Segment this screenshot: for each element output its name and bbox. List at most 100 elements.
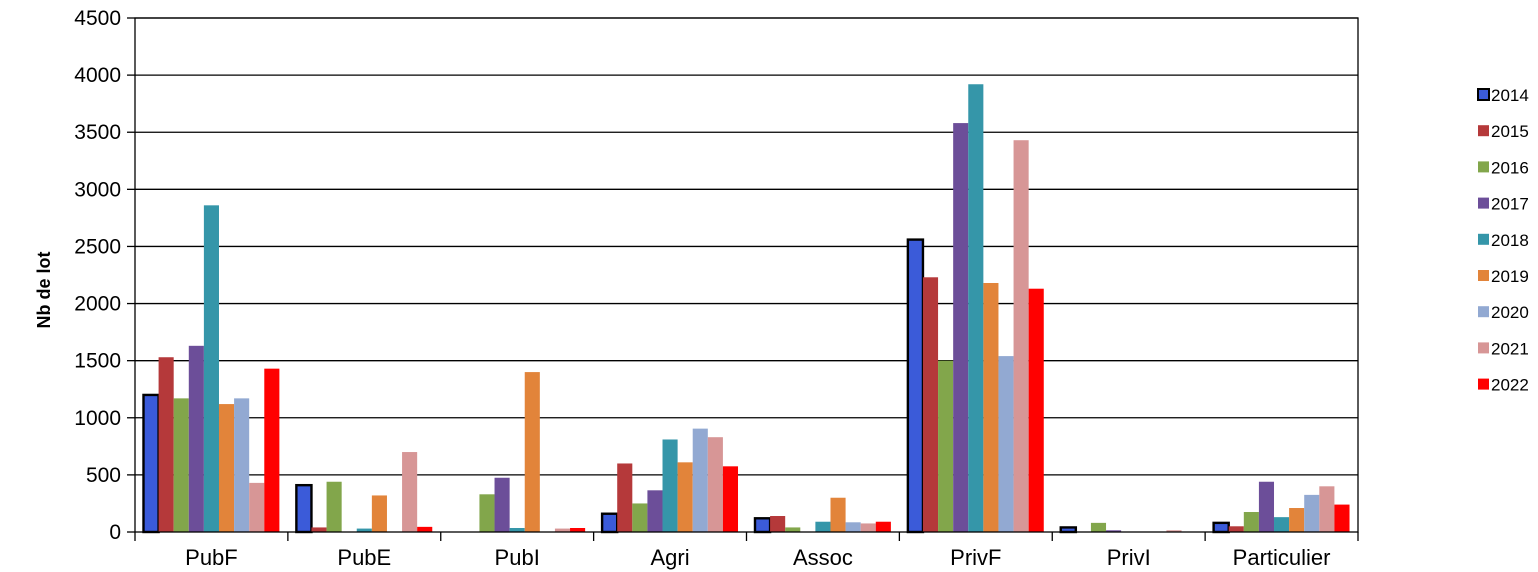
- bar-2021-Assoc: [860, 523, 876, 532]
- y-tick-label: 2500: [74, 235, 121, 258]
- bar-2015-Agri: [617, 463, 633, 532]
- legend-swatch-2021: [1478, 342, 1489, 354]
- bar-2016-PrivI: [1090, 522, 1107, 532]
- bar-2019-Particulier: [1289, 508, 1305, 532]
- x-tick-label: PubF: [185, 545, 238, 570]
- bar-2017-Particulier: [1258, 481, 1275, 532]
- bar-2019-Assoc: [830, 497, 846, 532]
- y-tick-label: 500: [86, 464, 121, 487]
- legend-swatch-2015: [1478, 125, 1489, 137]
- bar-2021-PrivF: [1013, 140, 1029, 532]
- x-tick-label: Assoc: [793, 545, 853, 570]
- bar-2016-Assoc: [785, 527, 801, 532]
- legend-swatch-2020: [1478, 306, 1489, 318]
- legend-label-2020: 2020: [1491, 303, 1529, 322]
- bar-2021-PrivI: [1166, 530, 1182, 532]
- bar-2022-PubE: [417, 526, 433, 532]
- y-tick-label: 3500: [74, 121, 121, 144]
- bar-2016-PubE: [326, 481, 342, 532]
- bar-2019-Agri: [677, 462, 693, 532]
- bar-2020-Assoc: [845, 522, 861, 532]
- y-tick-label: 4500: [74, 7, 121, 30]
- y-tick-label: 1500: [74, 350, 121, 373]
- bar-2019-PubF: [218, 404, 235, 532]
- bar-2014-PubE: [295, 483, 313, 534]
- bar-2021-Agri: [707, 437, 723, 532]
- legend-label-2019: 2019: [1491, 267, 1529, 286]
- plot-area-border: [134, 17, 1359, 533]
- bar-2019-PrivF: [983, 282, 999, 532]
- bar-2021-PubF: [249, 482, 265, 532]
- bar-2022-PubF: [264, 368, 280, 532]
- legend-swatch-2016: [1478, 161, 1489, 173]
- x-tick-label: PrivI: [1107, 545, 1151, 570]
- bar-2018-Assoc: [815, 521, 831, 532]
- bars: [142, 84, 1350, 534]
- legend-swatch-2017: [1478, 197, 1489, 209]
- legend-swatch-2022: [1478, 378, 1489, 390]
- bar-2017-Agri: [647, 490, 663, 532]
- bar-2021-Particulier: [1319, 486, 1335, 532]
- bar-2017-PubF: [188, 345, 204, 532]
- x-tick-labels: PubF PubE PubI Agri Assoc PrivF PrivI Particuli…: [185, 545, 1330, 570]
- legend-swatch-2014: [1477, 88, 1490, 101]
- bar-2016-PubF: [173, 398, 189, 532]
- bar-2014-PrivI: [1059, 526, 1078, 534]
- bar-2014-PubF: [142, 393, 160, 534]
- bar-2021-PubI: [554, 528, 571, 532]
- bar-2020-PubF: [234, 398, 250, 532]
- bar-2021-PubE: [402, 452, 418, 532]
- bar-2016-PrivF: [938, 360, 954, 532]
- legend-swatch-2019: [1478, 270, 1489, 281]
- bar-2022-PrivF: [1028, 288, 1044, 532]
- bar-2018-PubI: [509, 528, 525, 532]
- x-tick-label: Particulier: [1233, 545, 1331, 570]
- bar-2018-Agri: [662, 439, 678, 532]
- bar-2015-Particulier: [1228, 526, 1244, 532]
- y-tick-label: 2000: [74, 293, 121, 316]
- legend-label-2016: 2016: [1491, 158, 1529, 177]
- axes: [134, 17, 1359, 541]
- legend: 2014 2015 2016 2017 2018 2019 2020 2021 2022: [1477, 86, 1529, 395]
- bar-2015-PubE: [311, 527, 327, 532]
- bar-2014-PrivF: [906, 238, 925, 534]
- bar-2018-Particulier: [1274, 517, 1290, 532]
- bar-2018-PubF: [203, 205, 219, 532]
- x-tick-label: PubE: [337, 545, 391, 570]
- legend-label-2014: 2014: [1491, 86, 1529, 105]
- bar-2022-Agri: [722, 466, 739, 532]
- x-tick-label: PrivF: [950, 545, 1001, 570]
- legend-label-2022: 2022: [1491, 376, 1529, 395]
- bar-2022-PubI: [570, 528, 586, 532]
- legend-label-2021: 2021: [1491, 339, 1529, 358]
- legend-label-2015: 2015: [1491, 122, 1529, 141]
- bar-2016-PubI: [479, 494, 495, 532]
- x-tick-label: Agri: [651, 545, 690, 570]
- bar-2015-Assoc: [770, 516, 786, 532]
- y-axis-label: Nb de lot: [34, 252, 54, 329]
- x-tick-label: PubI: [495, 545, 540, 570]
- bar-2018-PubE: [356, 528, 372, 532]
- legend-label-2017: 2017: [1491, 195, 1529, 214]
- bar-2014-Assoc: [753, 517, 772, 534]
- y-tick-label: 1000: [74, 407, 121, 430]
- bar-2017-PrivI: [1106, 530, 1122, 532]
- bar-2022-Particulier: [1334, 504, 1350, 532]
- bar-2016-Agri: [632, 503, 648, 532]
- bar-2020-Agri: [692, 428, 708, 532]
- bar-2019-PubE: [371, 495, 387, 532]
- bar-2017-PrivF: [953, 123, 969, 532]
- bar-2020-PrivF: [998, 356, 1014, 532]
- gridlines: [127, 17, 1358, 533]
- bar-2014-Agri: [600, 512, 619, 534]
- legend-swatch-2018: [1478, 233, 1489, 245]
- bar-2015-PrivF: [922, 277, 939, 532]
- bar-2018-PrivF: [968, 84, 984, 532]
- bar-2016-Particulier: [1243, 512, 1259, 532]
- y-tick-label: 4000: [74, 64, 121, 87]
- bar-2017-PubI: [494, 477, 510, 532]
- bar-2015-PubF: [158, 357, 174, 532]
- bar-2022-Assoc: [875, 521, 891, 532]
- y-tick-label: 0: [109, 521, 121, 544]
